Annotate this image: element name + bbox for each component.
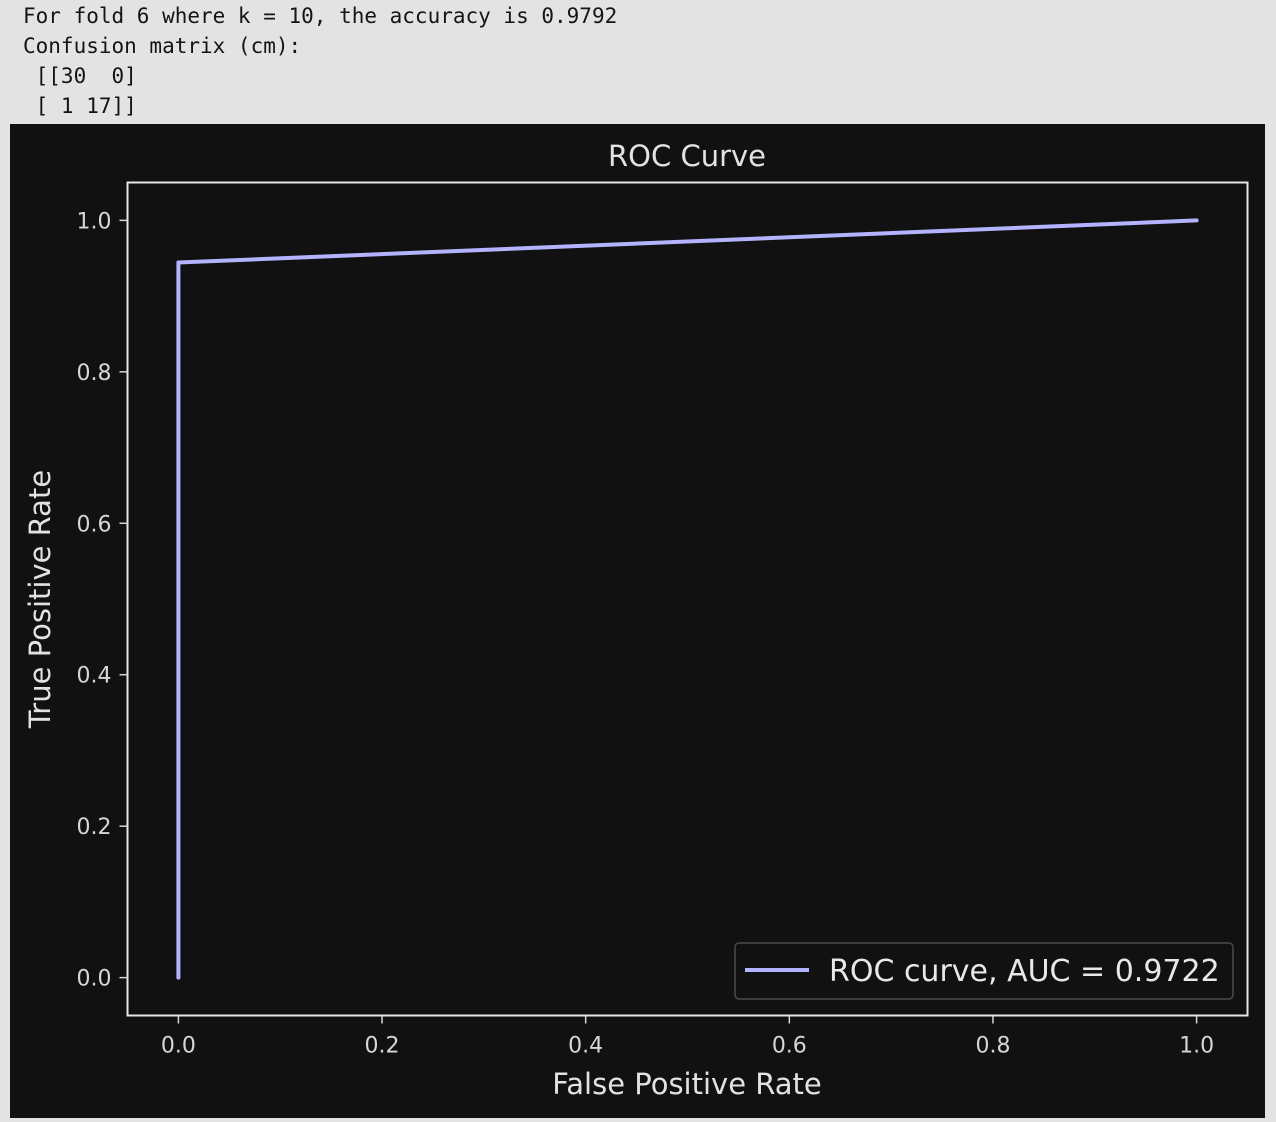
console-line-cm-row-2: [ 1 17]] xyxy=(23,94,137,118)
y-tick-label: 1.0 xyxy=(77,209,112,234)
chart-title: ROC Curve xyxy=(608,139,766,173)
y-tick-label: 0.6 xyxy=(77,512,112,537)
plot-frame xyxy=(126,181,1249,1017)
x-tick-label: 0.6 xyxy=(772,1034,807,1059)
legend: ROC curve, AUC = 0.9722 xyxy=(734,942,1234,1000)
console-line-accuracy: For fold 6 where k = 10, the accuracy is… xyxy=(23,4,618,28)
x-tick-label: 1.0 xyxy=(1179,1034,1214,1059)
y-tick-label: 0.4 xyxy=(77,664,112,689)
x-tick-label: 0.0 xyxy=(161,1034,196,1059)
legend-box xyxy=(734,942,1234,1000)
console-line-cm-header: Confusion matrix (cm): xyxy=(23,34,302,58)
roc-curve-line xyxy=(176,218,1199,980)
x-axis-ticks: 0.0 0.2 0.4 0.6 0.8 1.0 xyxy=(161,1015,1214,1059)
console-output: For fold 6 where k = 10, the accuracy is… xyxy=(0,0,1276,124)
console-line-cm-row-1: [[30 0] xyxy=(23,64,137,88)
x-tick-label: 0.2 xyxy=(365,1034,400,1059)
y-tick-label: 0.0 xyxy=(77,967,112,992)
legend-entry-roc: ROC curve, AUC = 0.9722 xyxy=(829,954,1220,989)
y-axis-label: True Positive Rate xyxy=(23,470,57,729)
x-tick-label: 0.4 xyxy=(568,1034,603,1059)
x-axis-label: False Positive Rate xyxy=(552,1067,822,1101)
y-axis-ticks: 0.0 0.2 0.4 0.6 0.8 1.0 xyxy=(77,209,128,992)
x-tick-label: 0.8 xyxy=(975,1034,1010,1059)
y-tick-label: 0.2 xyxy=(77,815,112,840)
y-tick-label: 0.8 xyxy=(77,361,112,386)
